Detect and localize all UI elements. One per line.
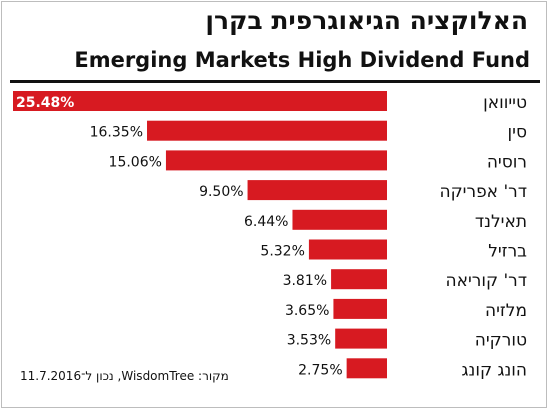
category-label: מלזיה	[485, 301, 527, 321]
category-label: טייוואן	[483, 93, 527, 113]
category-label: תאילנד	[475, 212, 527, 232]
bar-value-label: 3.65%	[285, 303, 329, 319]
bar-value-label: 15.06%	[109, 154, 162, 170]
bar	[333, 298, 387, 319]
category-label: ברזיל	[488, 242, 527, 262]
bar	[346, 358, 387, 379]
bar-value-label: 9.50%	[199, 184, 243, 200]
bar	[13, 91, 387, 111]
bar-value-label: 25.48%	[16, 95, 74, 111]
bar-value-label: 5.32%	[260, 244, 304, 260]
bar-value-label: 3.81%	[283, 273, 327, 289]
bar-value-label: 3.53%	[287, 333, 331, 349]
category-label: רוסיה	[487, 152, 527, 172]
category-label: הונג קונג	[462, 360, 527, 380]
bar-value-label: 16.35%	[90, 125, 143, 141]
category-label: טורקיה	[475, 331, 527, 351]
bar	[247, 180, 387, 201]
bar	[331, 269, 387, 290]
bar	[147, 120, 387, 141]
bar	[292, 209, 387, 230]
category-label: דר' קוריאה	[445, 271, 527, 291]
bar	[165, 150, 387, 171]
category-label: דר' אפריקה	[440, 182, 528, 202]
bar-value-label: 6.44%	[244, 214, 288, 230]
chart-title: האלוקציה הגיאוגרפית בקרן	[205, 6, 528, 35]
category-label: סין	[508, 123, 527, 143]
bar	[335, 328, 387, 349]
bar	[308, 239, 387, 260]
bar-value-label: 2.75%	[298, 362, 342, 378]
chart-subtitle: Emerging Markets High Dividend Fund	[74, 48, 530, 72]
title-divider	[10, 80, 540, 83]
source-note: מקור: WisdomTree, נכון ל־11.7.2016	[20, 369, 229, 383]
